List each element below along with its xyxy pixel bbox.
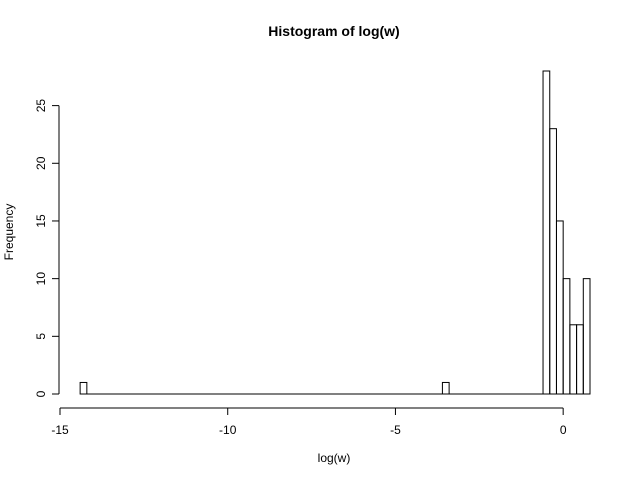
histogram-bar-0 xyxy=(79,381,88,395)
x-axis: -15 -10 -5 0 xyxy=(51,407,567,437)
histogram-bar-8 xyxy=(582,278,591,395)
y-tick-label-3: 15 xyxy=(34,214,48,228)
y-tick-label-2: 10 xyxy=(34,272,48,286)
histogram-bar-4 xyxy=(555,220,564,395)
y-tick-label-0: 0 xyxy=(34,390,48,397)
x-tick-label-3: 0 xyxy=(560,423,567,437)
x-axis-label: log(w) xyxy=(318,451,351,465)
x-tick-label-0: -15 xyxy=(51,423,69,437)
histogram-bar-1 xyxy=(441,381,450,395)
histogram-bar-2 xyxy=(542,70,551,395)
y-axis-label: Frequency xyxy=(2,204,16,261)
histogram-bar-3 xyxy=(549,128,557,395)
histogram-bar-6 xyxy=(569,324,578,395)
histogram-bars xyxy=(79,70,591,395)
y-axis: 0 5 10 15 20 25 xyxy=(34,99,60,397)
y-tick-label-4: 20 xyxy=(34,156,48,170)
chart-title: Histogram of log(w) xyxy=(268,23,399,39)
x-tick-label-1: -10 xyxy=(219,423,237,437)
histogram-bar-7 xyxy=(576,324,584,395)
y-tick-label-5: 25 xyxy=(34,99,48,113)
x-tick-label-2: -5 xyxy=(390,423,401,437)
y-tick-label-1: 5 xyxy=(34,333,48,340)
histogram-bar-5 xyxy=(562,278,571,395)
